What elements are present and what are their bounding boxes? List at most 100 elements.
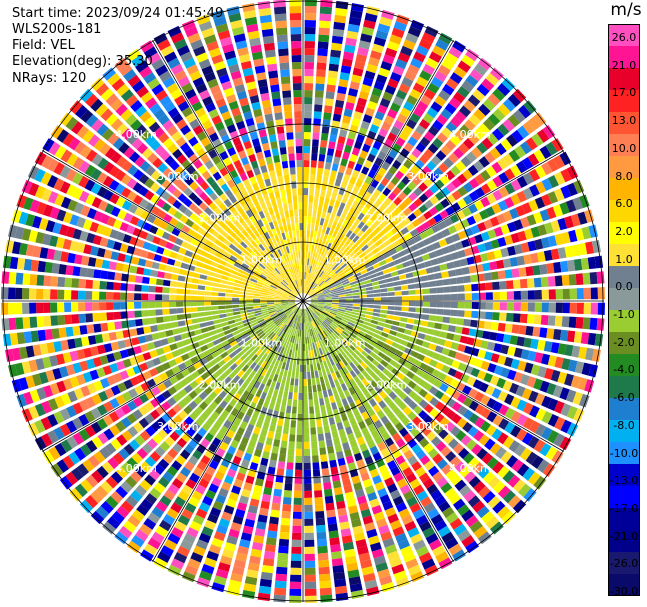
gate — [338, 428, 346, 437]
gate — [413, 276, 422, 283]
gate — [265, 338, 272, 346]
gate — [329, 350, 335, 358]
gate — [557, 343, 567, 355]
gate — [245, 226, 253, 235]
gate — [446, 194, 456, 205]
gate — [123, 379, 134, 390]
gate — [312, 139, 319, 147]
gate — [152, 357, 161, 366]
gate — [239, 294, 247, 298]
gate — [253, 293, 261, 297]
gate — [376, 74, 388, 84]
gate — [298, 399, 303, 407]
gate — [67, 390, 78, 403]
gate — [309, 188, 315, 196]
gate — [377, 425, 387, 435]
gate — [288, 363, 293, 372]
gate — [343, 51, 355, 61]
gate — [289, 312, 295, 319]
gate — [267, 430, 275, 439]
gate — [129, 265, 138, 274]
gate — [362, 114, 373, 124]
gate — [322, 256, 328, 264]
gate — [445, 469, 458, 481]
gate — [310, 251, 314, 259]
gate — [323, 375, 329, 383]
gate — [416, 514, 429, 526]
gate — [244, 74, 255, 84]
gate — [459, 124, 471, 136]
gate — [498, 172, 510, 184]
gate — [560, 168, 572, 183]
gate — [279, 282, 286, 288]
gate — [109, 229, 119, 239]
gate — [344, 548, 356, 558]
gate — [184, 130, 195, 141]
gate — [242, 525, 254, 535]
gate — [534, 238, 544, 250]
gate — [272, 98, 282, 107]
gate — [285, 217, 291, 225]
gate — [315, 309, 322, 314]
gate — [306, 315, 309, 323]
gate — [234, 402, 243, 411]
gate — [377, 441, 387, 452]
gate — [305, 322, 308, 330]
gate — [274, 359, 280, 368]
gate — [246, 359, 254, 367]
gate — [160, 338, 169, 346]
gate — [364, 333, 373, 340]
gate — [403, 433, 413, 443]
gate — [509, 382, 520, 395]
gate — [142, 318, 150, 326]
gate — [293, 265, 297, 273]
gate — [387, 306, 395, 311]
gate — [394, 170, 405, 180]
gate — [367, 491, 378, 502]
gate — [151, 531, 165, 544]
gate — [309, 306, 315, 311]
gate — [468, 265, 477, 274]
gate — [148, 293, 156, 301]
gate — [289, 167, 296, 175]
gate — [184, 250, 194, 258]
gate — [289, 595, 302, 603]
gate — [352, 298, 360, 301]
gate — [195, 484, 207, 495]
gate — [507, 221, 517, 233]
gate — [334, 444, 343, 453]
gate — [280, 517, 291, 526]
gate — [357, 97, 367, 107]
gate — [458, 142, 470, 155]
gate — [123, 212, 134, 223]
gate — [117, 252, 126, 262]
gate — [251, 321, 259, 327]
gate — [11, 241, 21, 255]
gate — [141, 285, 149, 292]
gate — [427, 82, 440, 94]
gate — [277, 241, 283, 249]
gate — [340, 158, 348, 167]
gate — [367, 100, 378, 111]
gate — [420, 94, 432, 106]
gate — [474, 391, 485, 402]
gate — [249, 462, 259, 471]
gate — [547, 398, 559, 411]
gate — [78, 175, 90, 188]
gate — [136, 447, 148, 460]
gate — [513, 371, 524, 383]
gate — [102, 67, 116, 81]
gate — [316, 384, 322, 392]
gate — [134, 484, 147, 497]
gate — [262, 171, 270, 180]
gate — [1, 287, 9, 300]
gate — [213, 319, 221, 325]
gate — [251, 491, 261, 501]
gate — [280, 440, 288, 449]
gate — [307, 336, 310, 344]
gate — [255, 283, 263, 288]
gate — [86, 382, 97, 395]
gate — [445, 170, 456, 181]
gate — [353, 482, 363, 491]
gate — [184, 148, 195, 159]
